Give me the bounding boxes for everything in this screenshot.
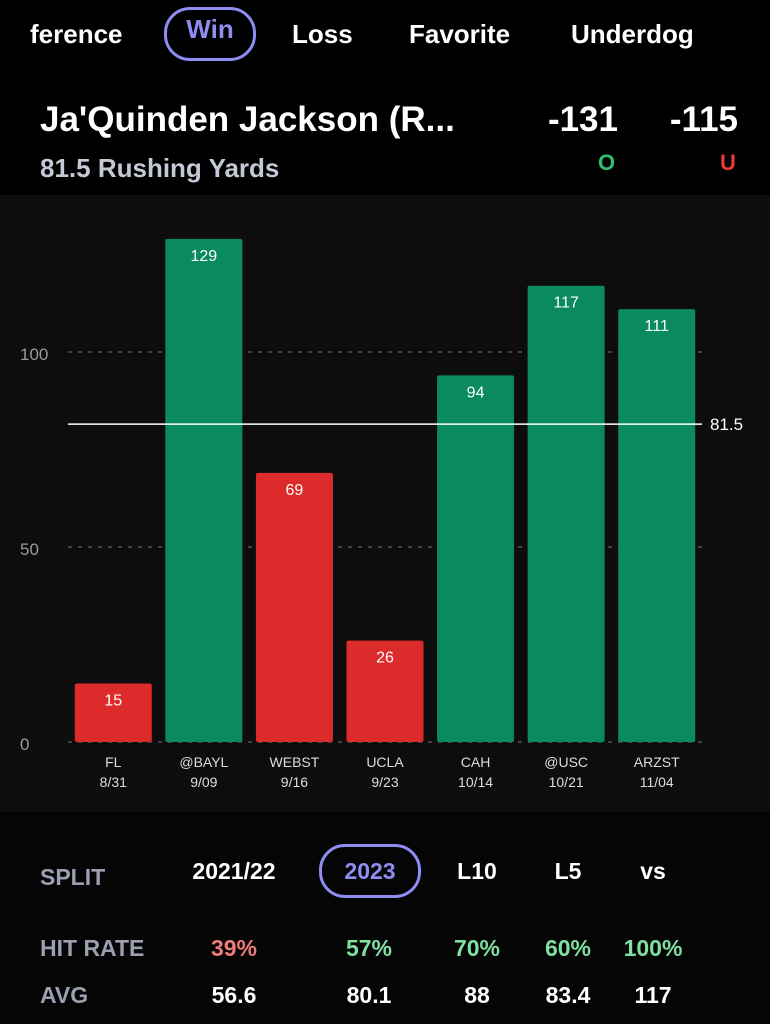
tab-loss[interactable]: Loss	[292, 19, 353, 49]
bar-fl	[74, 683, 152, 742]
bar-bayl	[165, 238, 243, 742]
x-tick-date: 8/31	[100, 774, 127, 790]
tab-favorite[interactable]: Favorite	[409, 19, 511, 49]
bar-arzst	[618, 309, 696, 742]
bar-value-label: 26	[376, 650, 394, 667]
tabs-fade-right	[712, 0, 770, 68]
under-odds[interactable]: -115	[669, 100, 738, 139]
hit-rate-vs: 100%	[623, 935, 683, 961]
x-tick-date: 11/04	[640, 774, 674, 790]
split-l5[interactable]: L5	[554, 858, 582, 884]
y-tick-label: 50	[20, 540, 39, 559]
avg-2023: 80.1	[346, 982, 392, 1008]
x-tick-date: 9/16	[281, 774, 308, 790]
y-tick-label: 100	[20, 345, 48, 364]
x-tick-date: 10/14	[458, 774, 493, 790]
avg-vs: 117	[634, 982, 672, 1008]
hit-rate-l10: 70%	[453, 935, 501, 961]
tab-underdog[interactable]: Underdog	[571, 19, 694, 49]
y-tick-label: 0	[20, 735, 29, 754]
split-2023[interactable]: 2023	[319, 844, 421, 898]
bar-value-label: 117	[553, 295, 579, 312]
over-odds[interactable]: -131	[547, 100, 618, 139]
splits-table: SPLIT HIT RATE AVG 2021/22 2023 L10 L5 v…	[0, 812, 770, 1024]
tab-win[interactable]: Win	[164, 7, 256, 61]
bar-value-label: 15	[104, 693, 122, 710]
hit-rate-2023: 57%	[345, 935, 393, 961]
avg-row-label: AVG	[40, 982, 89, 1008]
hit-rate-row-label: HIT RATE	[40, 935, 145, 961]
hit-rate-l5: 60%	[544, 935, 592, 961]
prop-line-value: 81.5	[710, 415, 743, 434]
x-tick-label: UCLA	[366, 754, 404, 770]
bar-usc	[527, 285, 605, 742]
bar-chart: 0 50 100 15 FL 8/31 129 @BAYL 9/09 69 WEBST 9/16 26 U…	[20, 238, 743, 790]
x-tick-label: ARZST	[634, 754, 680, 770]
x-tick-label: CAH	[461, 754, 491, 770]
x-tick-date: 10/21	[549, 774, 584, 790]
avg-l10: 88	[464, 982, 490, 1008]
split-l10[interactable]: L10	[457, 858, 497, 884]
over-label: O	[598, 150, 616, 175]
under-label: U	[720, 150, 736, 175]
avg-l5: 83.4	[545, 982, 591, 1008]
split-row-label: SPLIT	[40, 864, 106, 890]
hit-rate-2021-22: 39%	[210, 935, 258, 961]
bar-value-label: 94	[467, 384, 485, 401]
player-name: Ja'Quinden Jackson (R...	[40, 100, 455, 139]
filter-tabs: ference Win Loss Favorite Underdog	[0, 0, 770, 68]
x-tick-label: @BAYL	[179, 754, 228, 770]
x-tick-label: FL	[105, 754, 122, 770]
bar-value-label: 69	[286, 482, 304, 499]
split-2021-22[interactable]: 2021/22	[192, 858, 276, 884]
x-tick-label: @USC	[544, 754, 588, 770]
bar-value-label: 111	[645, 318, 669, 335]
bar-ucla	[346, 640, 424, 742]
x-tick-date: 9/09	[190, 774, 217, 790]
prop-line: 81.5 Rushing Yards	[40, 153, 280, 183]
avg-2021-22: 56.6	[211, 982, 257, 1008]
x-tick-date: 9/23	[371, 774, 398, 790]
x-tick-label: WEBST	[270, 754, 320, 770]
bar-webst	[255, 472, 333, 742]
bar-cah	[437, 375, 515, 742]
bar-value-label: 129	[191, 248, 218, 265]
split-vs[interactable]: vs	[640, 858, 666, 884]
game-log-chart: 0 50 100 15 FL 8/31 129 @BAYL 9/09 69 WEBST 9/16 26 U…	[0, 195, 770, 812]
tab-conference[interactable]: ference	[30, 19, 123, 49]
